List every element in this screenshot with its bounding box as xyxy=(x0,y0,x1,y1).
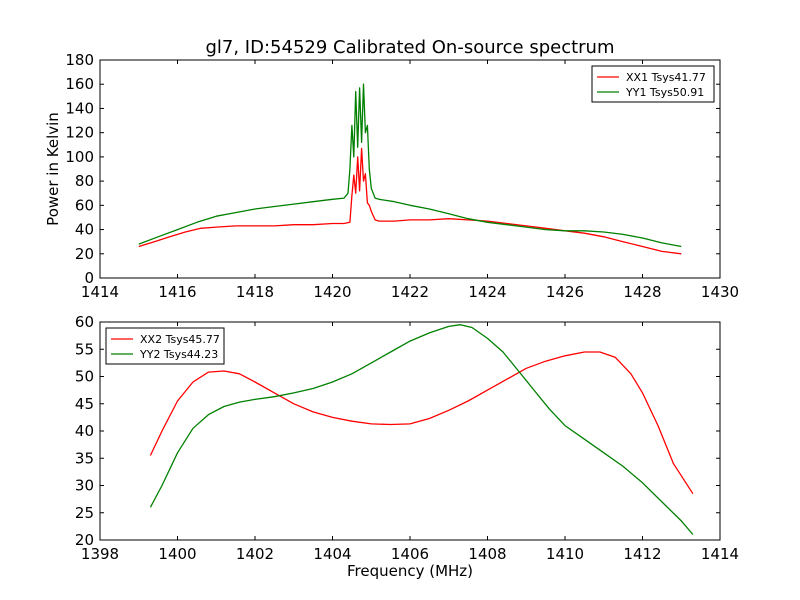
x-tick-label: 1408 xyxy=(468,545,506,563)
x-tick-label: 1420 xyxy=(313,283,351,301)
y-axis-label: Power in Kelvin xyxy=(44,112,62,226)
x-tick-label: 1418 xyxy=(236,283,274,301)
y-tick-label: 0 xyxy=(84,269,94,287)
y-tick-label: 60 xyxy=(75,196,94,214)
x-tick-label: 1406 xyxy=(391,545,429,563)
y-tick-label: 45 xyxy=(75,395,94,413)
y-tick-label: 40 xyxy=(75,221,94,239)
series-line-2 xyxy=(149,324,694,535)
subplot-1: 1414 1416 1418 1420 1422 1424 1426 1428 1430 0 20 4… xyxy=(44,51,739,301)
chart-title: gl7, ID:54529 Calibrated On-source spect… xyxy=(205,37,614,58)
y-tick-label: 180 xyxy=(65,51,94,69)
legend-label-1: XX1 Tsys41.77 xyxy=(626,71,706,84)
legend-label-1: XX2 Tsys45.77 xyxy=(140,333,220,346)
legend: XX2 Tsys45.77 YY2 Tsys44.23 xyxy=(105,327,225,365)
legend: XX1 Tsys41.77 YY1 Tsys50.91 xyxy=(591,65,715,103)
y-tick-label: 40 xyxy=(75,422,94,440)
y-tick-label: 120 xyxy=(65,124,94,142)
x-axis-label: Frequency (MHz) xyxy=(347,562,473,580)
plots: 1414 1416 1418 1420 1422 1424 1426 1428 1430 0 20 4… xyxy=(44,51,739,580)
legend-label-2: YY2 Tsys44.23 xyxy=(139,348,218,361)
series-line-1 xyxy=(138,147,682,255)
y-tick-label: 80 xyxy=(75,172,94,190)
y-tick-label: 25 xyxy=(75,504,94,522)
subplot-2: 1398 1400 1402 1404 1406 1408 1410 1412 1414 20 25… xyxy=(75,313,739,580)
legend-label-2: YY1 Tsys50.91 xyxy=(625,86,704,99)
y-tick-label: 140 xyxy=(65,99,94,117)
y-tick-label: 20 xyxy=(75,245,94,263)
x-tick-label: 1426 xyxy=(546,283,584,301)
x-tick-label: 1402 xyxy=(236,545,274,563)
x-tick-label: 1404 xyxy=(313,545,351,563)
y-tick-label: 35 xyxy=(75,449,94,467)
x-tick-label: 1422 xyxy=(391,283,429,301)
x-tick-label: 1410 xyxy=(546,545,584,563)
y-tick-label: 60 xyxy=(75,313,94,331)
x-tick-label: 1412 xyxy=(623,545,661,563)
y-tick-label: 160 xyxy=(65,75,94,93)
legend-box xyxy=(591,65,715,103)
series-line-1 xyxy=(149,351,694,495)
x-tick-label: 1400 xyxy=(158,545,196,563)
x-tick-label: 1414 xyxy=(701,545,739,563)
x-tick-label: 1430 xyxy=(701,283,739,301)
y-tick-label: 20 xyxy=(75,531,94,549)
y-tick-label: 30 xyxy=(75,477,94,495)
series-line-2 xyxy=(138,83,682,248)
y-tick-label: 55 xyxy=(75,340,94,358)
x-tick-label: 1428 xyxy=(623,283,661,301)
x-tick-label: 1398 xyxy=(81,545,119,563)
x-tick-label: 1424 xyxy=(468,283,506,301)
legend-box xyxy=(105,327,225,365)
x-tick-label: 1416 xyxy=(158,283,196,301)
y-tick-label: 50 xyxy=(75,368,94,386)
y-tick-label: 100 xyxy=(65,148,94,166)
x-tick-label: 1414 xyxy=(81,283,119,301)
